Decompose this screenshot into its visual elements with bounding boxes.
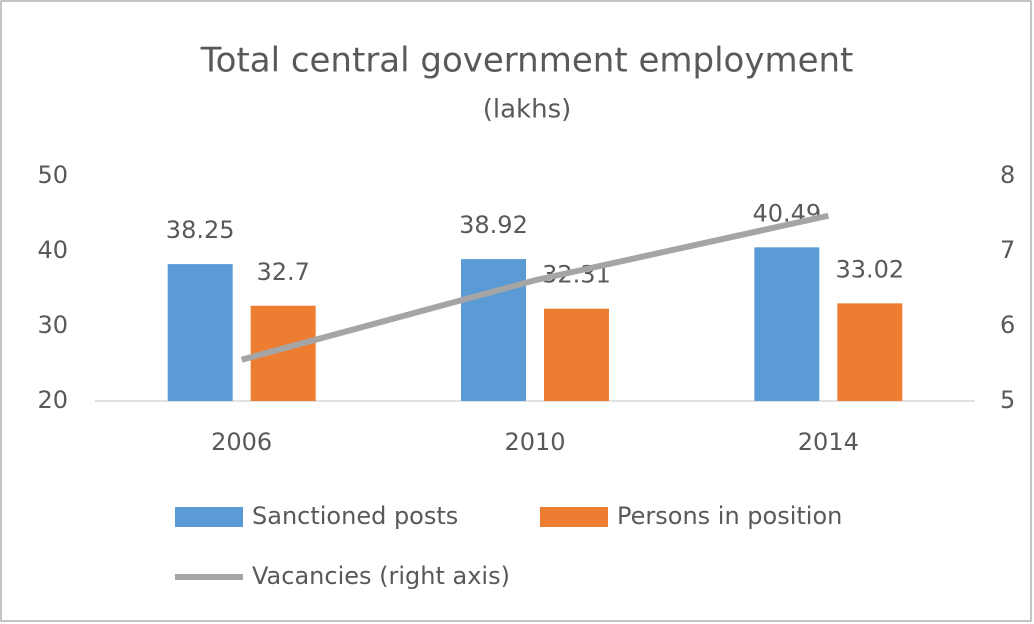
data-label: 38.25 [166, 216, 235, 244]
y2-tick-label: 6 [1000, 311, 1015, 339]
line [240, 212, 829, 363]
chart-subtitle: (lakhs) [483, 95, 572, 125]
bar [754, 247, 820, 401]
data-label: 32.7 [256, 258, 309, 286]
y-tick-label: 30 [37, 311, 68, 339]
legend-label: Persons in position [617, 502, 842, 530]
x-tick-label: 2014 [798, 428, 859, 456]
bar [837, 303, 903, 401]
y-tick-label: 20 [37, 386, 68, 414]
y-tick-label: 50 [37, 161, 68, 189]
legend-swatch [175, 507, 243, 527]
data-label: 33.02 [835, 255, 904, 283]
y-tick-label: 40 [37, 236, 68, 264]
legend-label: Sanctioned posts [252, 502, 458, 530]
bar [544, 308, 609, 401]
data-label: 38.92 [459, 211, 528, 239]
legend-swatch [540, 507, 608, 527]
bar [461, 259, 526, 401]
chart-title: Total central government employment [200, 41, 854, 81]
x-tick-label: 2010 [504, 428, 565, 456]
bar [167, 264, 233, 401]
y2-tick-label: 5 [1000, 386, 1015, 414]
y2-tick-label: 8 [1000, 161, 1015, 189]
y2-tick-label: 7 [1000, 236, 1015, 264]
x-tick-label: 2006 [211, 428, 272, 456]
legend-label: Vacancies (right axis) [252, 562, 510, 590]
